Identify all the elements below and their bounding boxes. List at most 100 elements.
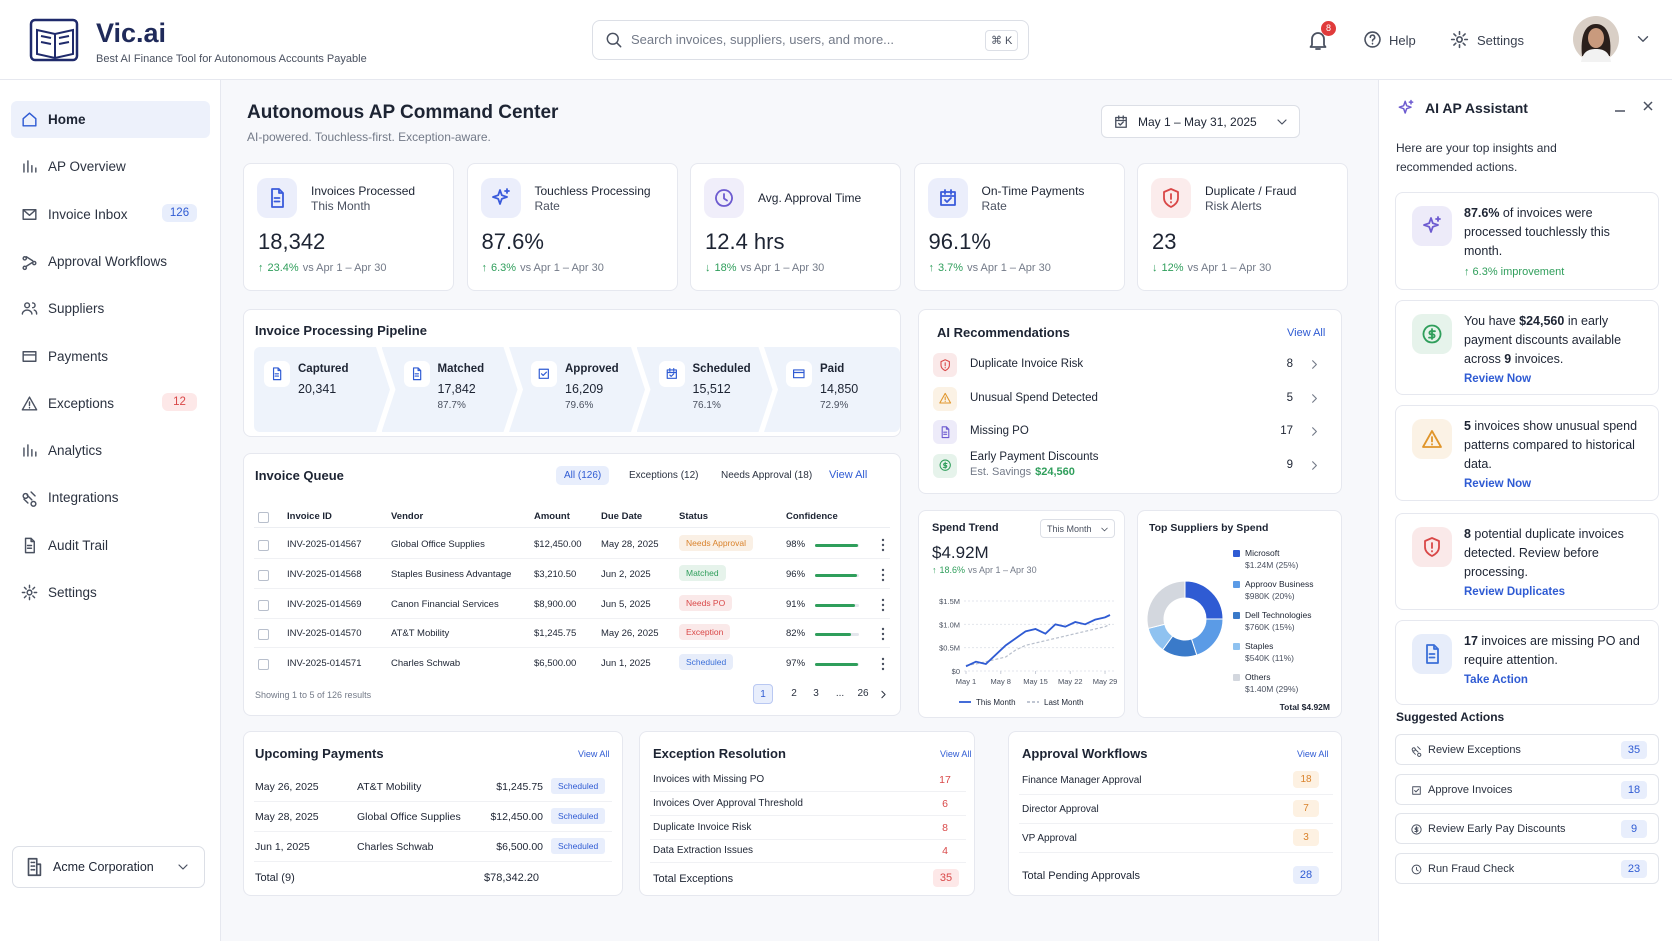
view-all[interactable]: View All — [1287, 327, 1326, 339]
help-button[interactable]: Help — [1362, 29, 1432, 53]
nav-item[interactable]: Audit Trail — [11, 527, 210, 564]
nav-item[interactable]: Suppliers — [11, 290, 210, 327]
nav-item[interactable]: Approval Workflows — [11, 243, 210, 280]
icon — [939, 189, 956, 206]
insight-text: 5 invoices show unusual spend patterns c… — [1464, 417, 1649, 494]
row-menu — [881, 598, 885, 611]
icon-path — [939, 189, 956, 206]
icon — [491, 188, 510, 205]
icon-path — [1426, 644, 1439, 664]
payment-vendor: Global Office Supplies — [357, 811, 461, 823]
approvals-card: Approval Workflows View All Finance Manage… — [1008, 731, 1342, 896]
period-select[interactable]: This Month — [1040, 519, 1115, 538]
invoice-id: INV-2025-014567 — [287, 539, 362, 550]
view-all[interactable]: View All — [940, 749, 972, 759]
icon — [1398, 99, 1414, 114]
date-picker[interactable]: May 1 – May 31, 2025 — [1101, 105, 1300, 138]
nav-item[interactable]: Home — [11, 101, 210, 138]
recommendation-row[interactable]: Duplicate Invoice Risk 8 — [933, 350, 1329, 380]
spend-delta: ↑ 18.6% vs Apr 1 – Apr 30 — [932, 565, 1037, 575]
notifications[interactable]: 8 — [1306, 21, 1336, 54]
suggested-action[interactable]: Review Early Pay Discounts 9 — [1395, 813, 1659, 844]
org-switcher[interactable]: Acme Corporation — [12, 846, 205, 888]
checkbox[interactable] — [258, 659, 269, 671]
assistant-intro: Here are your top insights and recommend… — [1396, 141, 1557, 174]
settings-button[interactable]: Settings — [1449, 29, 1549, 53]
search-box[interactable]: Search invoices, suppliers, users, and m… — [592, 20, 1029, 60]
exceptions-card: Exception Resolution View All Invoices wit… — [639, 731, 975, 896]
insight-note: ↑ 6.3% improvement — [1464, 266, 1565, 278]
column-header: Invoice ID — [287, 511, 332, 522]
icon-path — [22, 112, 37, 127]
checkbox[interactable] — [258, 540, 269, 551]
insight-action[interactable]: Review Now — [1464, 478, 1532, 490]
page-button[interactable]: 1 — [753, 684, 773, 704]
page-button[interactable]: 2 — [791, 688, 797, 699]
column-header: Status — [679, 511, 709, 522]
icon-path — [939, 459, 951, 472]
nav-item[interactable]: Settings — [11, 574, 210, 611]
series-line — [965, 614, 1111, 668]
insight-action[interactable]: Review Now — [1464, 373, 1532, 385]
page-button[interactable]: 26 — [857, 688, 869, 699]
insight-action[interactable]: Review Duplicates — [1464, 586, 1565, 598]
confidence-label: 91% — [786, 598, 806, 610]
icon — [1163, 188, 1179, 208]
view-all[interactable]: View All — [1297, 749, 1329, 759]
legend-swatch — [1233, 581, 1240, 588]
insight-card: 5 invoices show unusual spend patterns c… — [1395, 405, 1659, 501]
checkbox[interactable] — [258, 569, 269, 581]
suggested-action[interactable]: Review Exceptions 35 — [1395, 734, 1659, 765]
recommendation-row[interactable]: Missing PO 17 — [933, 417, 1329, 447]
stage-label: Scheduled — [692, 363, 751, 375]
icon-path — [1637, 36, 1649, 42]
icon — [1364, 31, 1381, 48]
account-menu[interactable] — [1634, 30, 1654, 50]
spend-chart: $0 $0.5M $1.0M $1.5M May 1 May 8 May 15 May 22 M… — [939, 597, 1118, 707]
queue-filter[interactable]: All (126) — [556, 466, 610, 485]
payment-date: May 28, 2025 — [255, 811, 319, 823]
checkbox[interactable] — [258, 629, 269, 641]
kpi-value: 18,342 — [258, 229, 326, 254]
confidence-bar — [815, 603, 856, 607]
confidence-label: 97% — [786, 658, 806, 670]
checkbox[interactable] — [258, 599, 269, 611]
recommendation-row[interactable]: Early Payment Discounts Est. Savings $24,5… — [933, 451, 1329, 481]
suggested-action[interactable]: Run Fraud Check 23 — [1395, 852, 1659, 884]
payment-vendor: AT&T Mobility — [357, 781, 422, 793]
recommendation-note: Est. Savings $24,560 — [970, 466, 1075, 478]
view-all[interactable]: View All — [829, 469, 868, 481]
icon — [269, 366, 285, 382]
menu-dot — [881, 598, 885, 601]
invoice-queue-card: Invoice Queue All (126) Exceptions (12) Nee… — [243, 453, 901, 716]
recommendation-row[interactable]: Unusual Spend Detected 5 — [933, 384, 1329, 414]
nav-item[interactable]: Exceptions 12 — [11, 385, 210, 422]
pipeline-title: Invoice Processing Pipeline — [255, 323, 427, 338]
page-button[interactable]: 3 — [813, 688, 819, 699]
icon-path — [178, 864, 188, 870]
nav-item[interactable]: AP Overview — [11, 148, 210, 185]
x-tick-label: May 29 — [1093, 677, 1118, 686]
kpi-value: 23 — [1152, 229, 1177, 254]
page-button[interactable]: ... — [835, 688, 845, 699]
menu-dot — [881, 633, 885, 636]
help-label: Help — [1389, 33, 1416, 48]
queue-filter[interactable]: Needs Approval (18) — [721, 470, 813, 481]
nav-item[interactable]: Integrations — [11, 479, 210, 516]
column-header: Due Date — [601, 511, 643, 522]
queue-filter[interactable]: Exceptions (12) — [629, 470, 699, 481]
shortcut: ⌘ K — [985, 30, 1019, 51]
insight-action[interactable]: Take Action — [1464, 674, 1528, 686]
nav-item[interactable]: Analytics — [11, 432, 210, 469]
kpi-card: Invoices Processed This Month 18,342 ↑ 23.4%… — [243, 163, 454, 291]
nav-item[interactable]: Payments — [11, 338, 210, 375]
divider — [254, 527, 890, 528]
divider — [1019, 794, 1333, 795]
nav-item[interactable]: Invoice Inbox 126 — [11, 196, 210, 233]
icon — [664, 366, 680, 382]
checkbox[interactable] — [258, 512, 269, 523]
suggested-action[interactable]: Approve Invoices 18 — [1395, 773, 1659, 805]
view-all[interactable]: View All — [578, 749, 610, 759]
due-date: May 26, 2025 — [601, 628, 659, 640]
